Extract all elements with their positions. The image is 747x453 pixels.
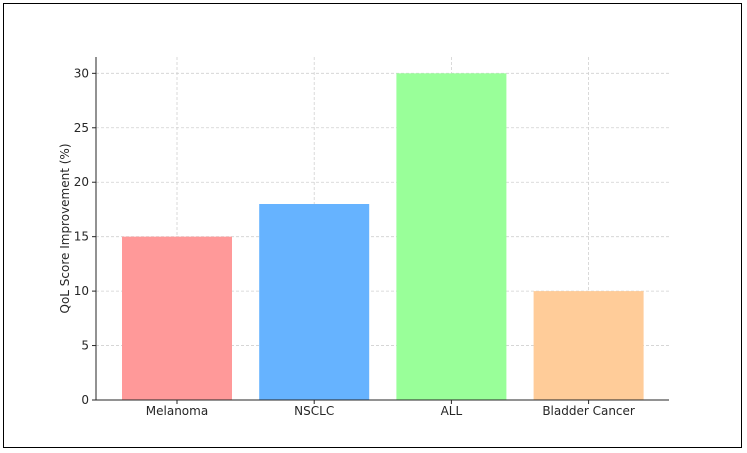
x-tick-label: Bladder Cancer — [542, 404, 635, 418]
x-tick-label: NSCLC — [294, 404, 334, 418]
x-tick-label: ALL — [441, 404, 463, 418]
axes — [92, 57, 669, 404]
y-tick-label: 15 — [74, 230, 89, 244]
bar-nsclc — [259, 204, 370, 400]
x-tick-label: Melanoma — [146, 404, 208, 418]
bar-all — [396, 73, 507, 400]
y-axis-label: QoL Score Improvement (%) — [58, 143, 72, 313]
bar-bladder-cancer — [533, 291, 644, 400]
bars — [122, 73, 644, 400]
y-tick-label: 0 — [81, 393, 89, 407]
y-tick-label: 30 — [74, 66, 89, 80]
y-tick-label: 5 — [81, 339, 89, 353]
y-tick-label: 20 — [74, 175, 89, 189]
bar-melanoma — [122, 236, 232, 400]
y-tick-label: 25 — [74, 121, 89, 135]
y-tick-label: 10 — [74, 284, 89, 298]
tick-labels: 0 5 10 15 20 25 30 Melanoma NSCLC ALL Bladder Canc… — [74, 66, 635, 418]
